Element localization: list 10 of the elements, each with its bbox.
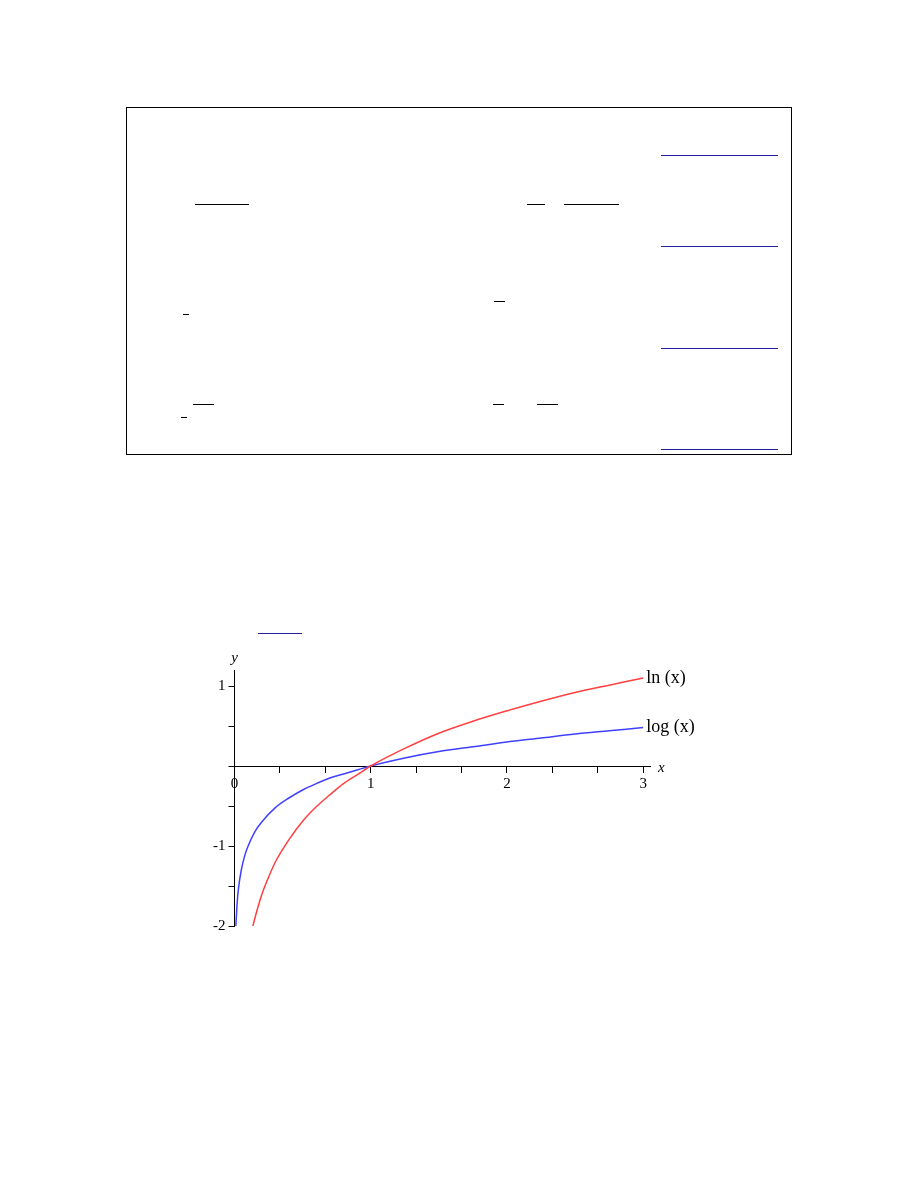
y-axis-title: y	[229, 648, 239, 665]
x-tick-label: 2	[503, 774, 511, 791]
x-tick-label: 3	[639, 774, 647, 791]
series-label: ln (x)	[646, 666, 686, 688]
y-tick-label: -2	[213, 916, 226, 933]
y-tick-label: 1	[218, 676, 226, 693]
series-label: log (x)	[646, 716, 695, 738]
x-axis-title: x	[657, 758, 665, 775]
y-tick-label: -1	[213, 836, 226, 853]
x-tick-label: 1	[366, 774, 375, 791]
